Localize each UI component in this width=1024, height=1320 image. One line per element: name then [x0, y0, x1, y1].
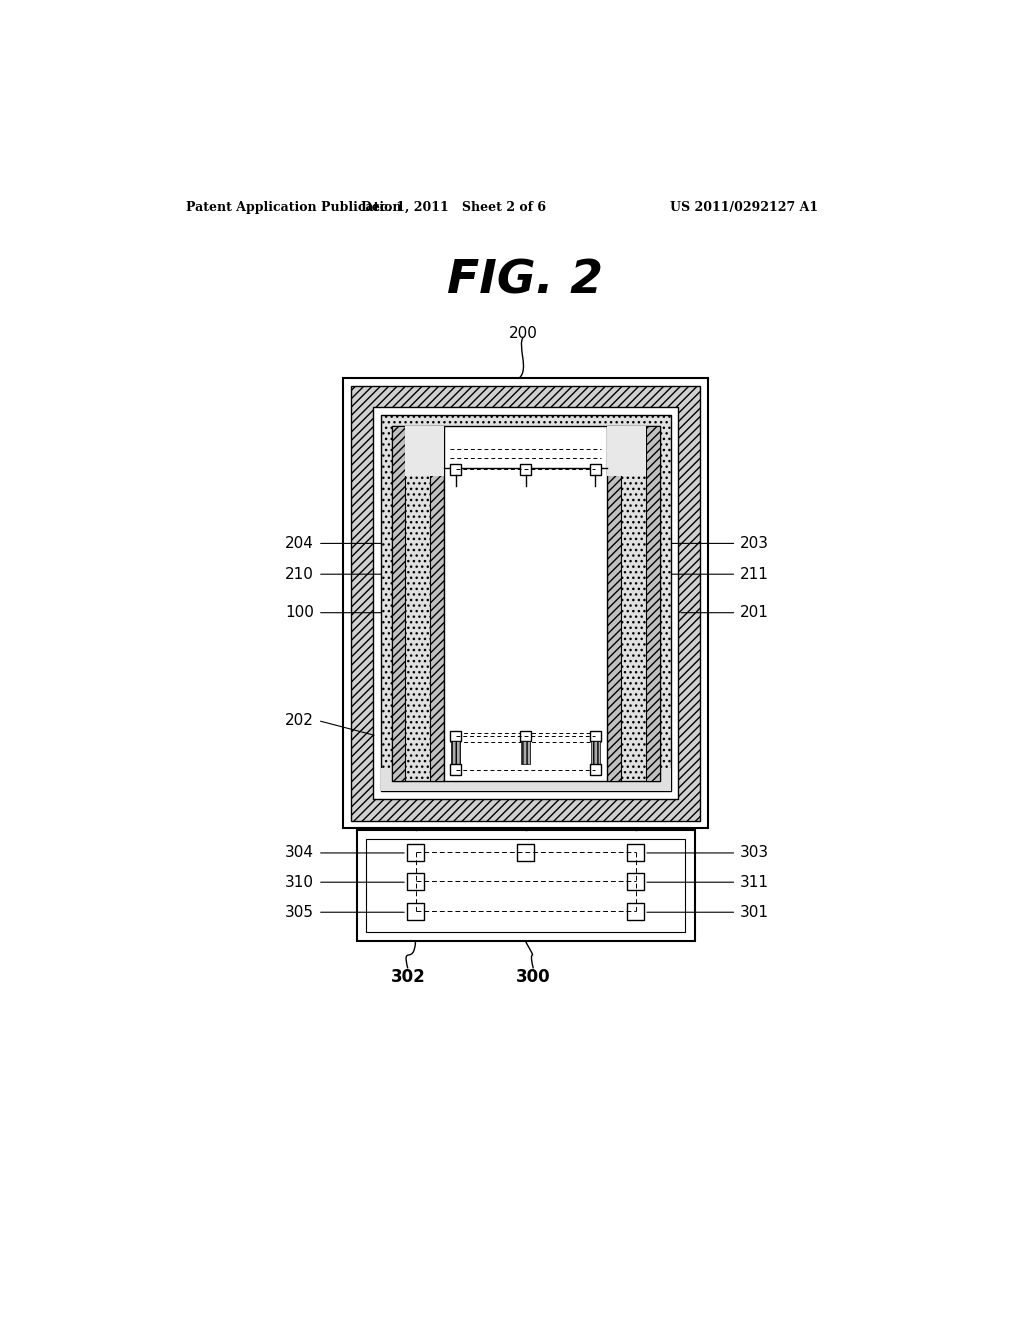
Text: 305: 305 [285, 904, 314, 920]
Text: 304: 304 [285, 845, 314, 861]
Text: US 2011/0292127 A1: US 2011/0292127 A1 [671, 201, 818, 214]
Bar [627, 873, 644, 890]
Bar [407, 873, 424, 890]
Bar [607, 425, 621, 780]
Bar [520, 465, 531, 475]
Bar [646, 425, 659, 780]
Bar [520, 730, 531, 742]
Bar [373, 407, 678, 799]
Bar [517, 843, 535, 861]
Bar [451, 764, 461, 775]
Text: 210: 210 [285, 566, 314, 582]
Text: 211: 211 [740, 566, 769, 582]
Bar [444, 425, 607, 780]
Text: 302: 302 [390, 969, 425, 986]
Bar [591, 742, 600, 764]
Bar [407, 843, 424, 861]
Text: Patent Application Publication: Patent Application Publication [186, 201, 401, 214]
Bar [430, 425, 444, 780]
Text: 311: 311 [740, 875, 769, 890]
Bar [406, 425, 444, 475]
Bar [607, 425, 646, 475]
Bar [607, 425, 659, 780]
Text: 202: 202 [285, 713, 314, 729]
Bar [590, 764, 601, 775]
Text: 301: 301 [740, 904, 769, 920]
Text: 203: 203 [740, 536, 769, 550]
Text: 200: 200 [509, 326, 538, 342]
Bar [381, 768, 671, 792]
Bar [590, 730, 601, 742]
Text: 303: 303 [740, 845, 769, 861]
Text: FIG. 2: FIG. 2 [446, 259, 603, 304]
Bar [366, 840, 685, 932]
Text: Dec. 1, 2011   Sheet 2 of 6: Dec. 1, 2011 Sheet 2 of 6 [361, 201, 546, 214]
Bar [407, 903, 424, 920]
Bar [521, 742, 530, 764]
Bar [452, 742, 461, 764]
Text: 201: 201 [740, 605, 769, 620]
Text: 310: 310 [285, 875, 314, 890]
Bar [627, 903, 644, 920]
Bar [391, 425, 444, 780]
Bar [442, 425, 608, 780]
Text: 204: 204 [285, 536, 314, 550]
Bar [451, 465, 461, 475]
Text: 100: 100 [285, 605, 314, 620]
Bar [343, 378, 708, 829]
Bar [391, 425, 406, 780]
Bar [351, 385, 700, 821]
Text: 300: 300 [516, 969, 551, 986]
Bar [627, 843, 644, 861]
Bar [590, 465, 601, 475]
Bar [356, 830, 694, 941]
Bar [451, 730, 461, 742]
Bar [381, 414, 671, 792]
